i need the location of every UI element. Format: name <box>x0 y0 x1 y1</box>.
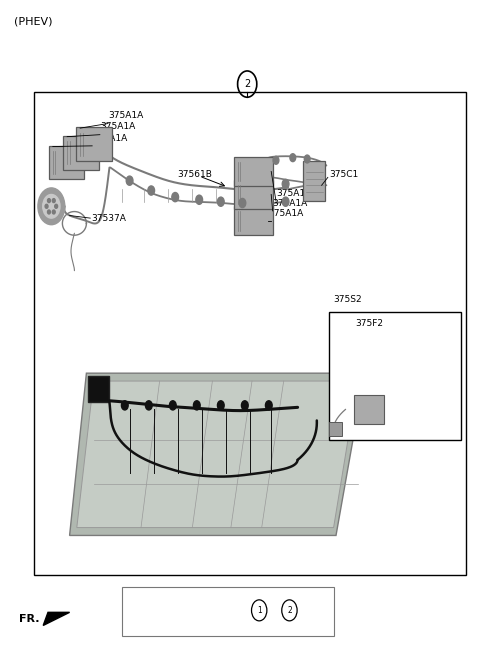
Circle shape <box>169 401 176 410</box>
FancyBboxPatch shape <box>234 157 273 186</box>
Circle shape <box>282 179 289 189</box>
Circle shape <box>193 401 200 410</box>
Circle shape <box>217 401 224 410</box>
Text: 375A1A: 375A1A <box>268 209 303 218</box>
Text: 375A1A: 375A1A <box>92 133 127 143</box>
Circle shape <box>290 154 296 162</box>
Circle shape <box>52 210 55 214</box>
Circle shape <box>239 198 246 208</box>
Text: 37503A: 37503A <box>178 614 210 623</box>
Bar <box>34 92 466 575</box>
FancyBboxPatch shape <box>303 161 325 201</box>
Text: 375A1A: 375A1A <box>108 111 143 120</box>
Circle shape <box>304 155 310 163</box>
Text: 375A1A: 375A1A <box>273 199 308 208</box>
Text: 375A1A: 375A1A <box>276 189 311 198</box>
FancyBboxPatch shape <box>49 146 84 179</box>
Circle shape <box>148 186 155 195</box>
Text: 2: 2 <box>287 606 292 615</box>
Circle shape <box>55 204 58 208</box>
Text: (PHEV): (PHEV) <box>14 16 53 26</box>
Text: -: - <box>272 605 276 616</box>
FancyBboxPatch shape <box>76 127 112 161</box>
FancyBboxPatch shape <box>234 206 273 235</box>
Polygon shape <box>77 381 358 528</box>
Circle shape <box>282 197 289 206</box>
Text: 375C1: 375C1 <box>329 170 358 179</box>
Bar <box>88 376 109 402</box>
Text: NOTE: NOTE <box>126 589 147 599</box>
Circle shape <box>172 193 179 202</box>
Text: 375A1A: 375A1A <box>100 122 135 131</box>
Circle shape <box>126 176 133 185</box>
FancyBboxPatch shape <box>63 136 99 170</box>
Circle shape <box>241 401 248 410</box>
Text: 37537A: 37537A <box>91 214 126 223</box>
FancyBboxPatch shape <box>329 422 342 436</box>
Circle shape <box>265 401 272 410</box>
Text: 375S2: 375S2 <box>334 295 362 304</box>
Bar <box>329 312 461 440</box>
Circle shape <box>121 401 128 410</box>
Polygon shape <box>43 612 70 625</box>
Circle shape <box>217 197 224 206</box>
FancyBboxPatch shape <box>354 395 384 424</box>
Text: FR.: FR. <box>19 614 40 624</box>
Text: :: : <box>248 605 251 616</box>
Text: 1: 1 <box>257 606 262 615</box>
Circle shape <box>196 195 203 204</box>
Circle shape <box>38 188 65 225</box>
Circle shape <box>145 401 152 410</box>
Text: 37561B: 37561B <box>178 170 213 179</box>
Bar <box>122 587 334 636</box>
Circle shape <box>273 156 279 164</box>
FancyBboxPatch shape <box>234 180 273 209</box>
Circle shape <box>48 198 50 202</box>
Text: 375F2: 375F2 <box>355 319 383 328</box>
Text: THE NO.: THE NO. <box>126 601 157 610</box>
Text: 37503: 37503 <box>178 596 204 605</box>
Polygon shape <box>70 373 365 535</box>
Text: 2: 2 <box>244 79 251 89</box>
Circle shape <box>52 198 55 202</box>
Circle shape <box>45 204 48 208</box>
Circle shape <box>43 194 60 218</box>
Circle shape <box>48 210 50 214</box>
